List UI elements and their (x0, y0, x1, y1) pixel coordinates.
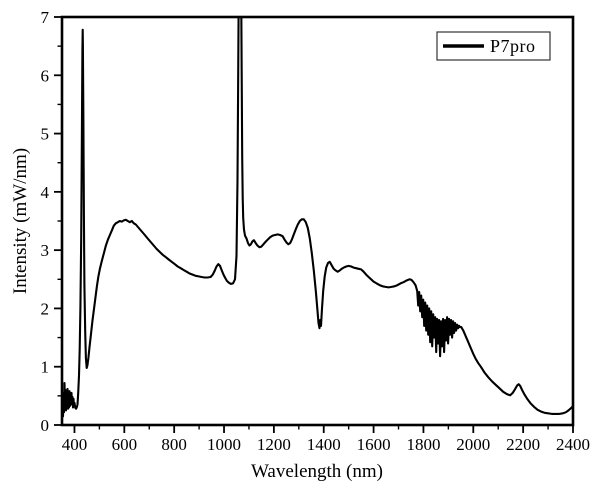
legend-label: P7pro (490, 36, 536, 56)
y-tick-label: 7 (41, 8, 50, 27)
x-tick-label: 1200 (257, 435, 291, 454)
x-tick-label: 2000 (456, 435, 490, 454)
x-tick-label: 2200 (506, 435, 540, 454)
spectrum-line-p7pro (62, 17, 573, 421)
x-tick-label: 1400 (307, 435, 341, 454)
x-axis-label: Wavelength (nm) (251, 461, 383, 482)
y-axis-label: Intensity (mW/nm) (10, 148, 31, 294)
x-tick-label: 600 (112, 435, 138, 454)
y-tick-label: 5 (41, 125, 50, 144)
y-tick-label: 1 (41, 358, 50, 377)
x-tick-label: 1000 (207, 435, 241, 454)
y-tick-label: 0 (41, 416, 50, 435)
y-tick-label: 6 (41, 66, 50, 85)
x-tick-label: 1800 (406, 435, 440, 454)
axis-tick-labels: 400 600 800 1000 1200 1400 1600 1800 2000 2200 240… (41, 8, 591, 454)
y-tick-label: 2 (41, 299, 50, 318)
legend: P7pro (436, 31, 551, 61)
y-tick-label: 3 (41, 241, 50, 260)
x-tick-label: 1600 (357, 435, 391, 454)
y-tick-label: 4 (41, 183, 50, 202)
plot-frame (60, 15, 575, 427)
x-tick-label: 2400 (556, 435, 590, 454)
x-tick-label: 800 (161, 435, 187, 454)
plot-area (62, 17, 573, 425)
x-tick-label: 400 (62, 435, 88, 454)
